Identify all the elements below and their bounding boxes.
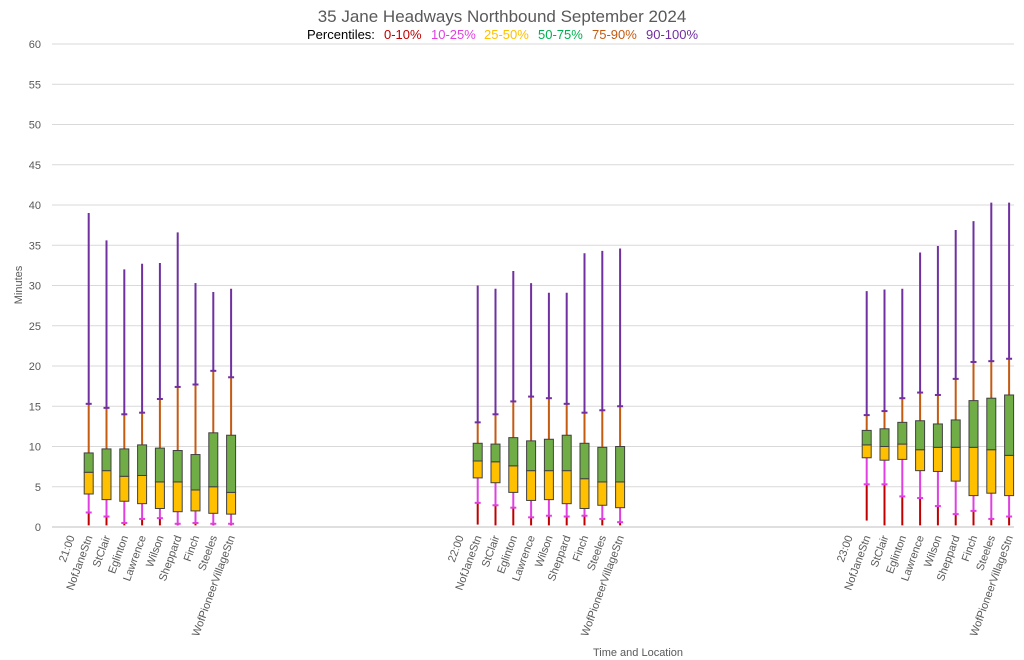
box-upper-quartile (932, 423, 943, 448)
box-lower-quartile (490, 461, 501, 484)
box-lower-quartile (579, 478, 590, 509)
y-tick-label: 45 (29, 160, 41, 172)
box-lower-quartile (208, 486, 219, 514)
box-upper-quartile (915, 420, 926, 451)
box-lower-quartile (597, 481, 608, 506)
y-tick-label: 50 (29, 120, 41, 132)
legend-item-5: 90-100% (646, 27, 698, 42)
y-tick-label: 0 (35, 522, 41, 534)
box-upper-quartile (137, 444, 148, 476)
box-lower-quartile (101, 470, 112, 501)
legend-label: Percentiles: (307, 27, 375, 42)
box-lower-quartile (137, 474, 148, 505)
box-lower-quartile (226, 491, 237, 515)
y-tick-label: 5 (35, 482, 41, 494)
box-upper-quartile (986, 397, 997, 451)
legend-item-4: 75-90% (592, 27, 637, 42)
box-upper-quartile (950, 419, 961, 448)
box-upper-quartile (879, 428, 890, 448)
chart-title: 35 Jane Headways Northbound September 20… (318, 7, 687, 26)
box-lower-quartile (1004, 454, 1015, 497)
box-lower-quartile (119, 475, 130, 502)
box-lower-quartile (950, 446, 961, 482)
box-lower-quartile (615, 481, 626, 509)
box-lower-quartile (172, 481, 183, 513)
box-upper-quartile (172, 450, 183, 483)
box-upper-quartile (543, 438, 554, 472)
box-lower-quartile (897, 443, 908, 460)
box-upper-quartile (615, 446, 626, 483)
box-upper-quartile (154, 447, 165, 483)
legend-item-1: 10-25% (431, 27, 476, 42)
x-axis-labels: 21:00NofJaneStnStClairEglintonLawrenceWi… (57, 533, 1016, 638)
box-upper-quartile (472, 442, 483, 462)
legend: Percentiles: 0-10% 10-25% 25-50% 50-75% … (307, 27, 698, 42)
box-lower-quartile (915, 449, 926, 472)
box-upper-quartile (208, 432, 219, 488)
y-tick-label: 40 (29, 200, 41, 212)
box-lower-quartile (861, 444, 872, 459)
box-upper-quartile (597, 446, 608, 483)
box-lower-quartile (190, 489, 201, 512)
box-lower-quartile (561, 470, 572, 505)
box-upper-quartile (83, 452, 94, 473)
y-tick-label: 20 (29, 361, 41, 373)
y-tick-label: 55 (29, 79, 41, 91)
legend-item-2: 25-50% (484, 27, 529, 42)
box-upper-quartile (897, 421, 908, 445)
y-tick-label: 30 (29, 281, 41, 293)
box-lower-quartile (543, 470, 554, 501)
box-lower-quartile (83, 471, 94, 495)
box-upper-quartile (101, 448, 112, 472)
box-upper-quartile (190, 454, 201, 491)
box-upper-quartile (561, 434, 572, 472)
box-lower-quartile (526, 470, 537, 501)
box-series (83, 202, 1015, 526)
box-upper-quartile (579, 442, 590, 480)
y-tick-label: 60 (29, 39, 41, 51)
x-axis-label: Time and Location (593, 647, 683, 659)
y-tick-label: 35 (29, 240, 41, 252)
y-axis-label: Minutes (13, 265, 25, 304)
box-upper-quartile (508, 437, 519, 467)
y-tick-label: 10 (29, 442, 41, 454)
box-upper-quartile (1004, 394, 1015, 456)
y-tick-label: 25 (29, 321, 41, 333)
box-lower-quartile (968, 446, 979, 497)
box-upper-quartile (968, 400, 979, 448)
legend-item-0: 0-10% (384, 27, 422, 42)
box-lower-quartile (508, 465, 519, 493)
box-upper-quartile (861, 429, 872, 446)
box-upper-quartile (526, 440, 537, 472)
legend-item-3: 50-75% (538, 27, 583, 42)
box-lower-quartile (986, 449, 997, 494)
y-axis-ticks: 0 5 10 15 20 25 30 35 40 45 50 55 60 (29, 39, 41, 534)
box-lower-quartile (472, 460, 483, 479)
box-lower-quartile (932, 446, 943, 472)
box-upper-quartile (226, 434, 237, 493)
y-tick-label: 15 (29, 401, 41, 413)
box-upper-quartile (490, 443, 501, 463)
box-lower-quartile (879, 446, 890, 461)
box-upper-quartile (119, 448, 130, 477)
box-lower-quartile (154, 481, 165, 509)
